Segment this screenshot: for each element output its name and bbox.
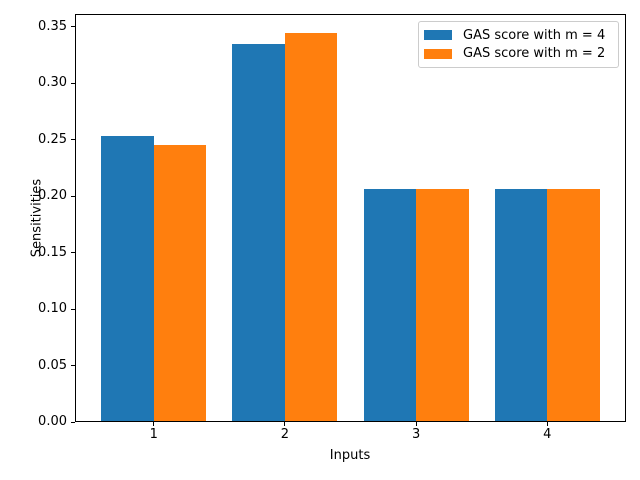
legend-label: GAS score with m = 4 — [463, 27, 606, 43]
y-tick-label: 0.20 — [38, 188, 67, 204]
y-tick-label: 0.15 — [38, 244, 67, 260]
x-tick-mark — [284, 422, 286, 426]
x-tick-label: 3 — [411, 427, 421, 442]
legend-item: GAS score with m = 2 — [424, 46, 610, 61]
x-tick-mark — [153, 422, 155, 426]
legend-swatch — [424, 30, 452, 41]
y-tick-mark — [71, 195, 75, 197]
y-tick-label: 0.05 — [38, 357, 67, 373]
y-tick-mark — [71, 139, 75, 141]
bar-series2-input4 — [547, 189, 600, 421]
y-tick-mark — [71, 26, 75, 28]
y-tick-label: 0.10 — [38, 301, 67, 317]
bar-series2-input2 — [284, 33, 338, 421]
x-tick-label: 4 — [543, 427, 552, 442]
bar-series1-input4 — [494, 189, 548, 421]
bar-series1-input3 — [363, 189, 417, 421]
x-tick-label: 1 — [149, 427, 158, 442]
bar-series2-input1 — [153, 145, 207, 421]
legend: GAS score with m = 4 GAS score with m = 2 — [418, 21, 619, 68]
legend-label: GAS score with m = 2 — [463, 46, 606, 62]
legend-item: GAS score with m = 4 — [424, 28, 610, 43]
x-tick-mark — [415, 422, 417, 426]
x-tick-label: 2 — [280, 427, 290, 442]
y-tick-mark — [71, 421, 75, 423]
y-tick-mark — [71, 82, 75, 84]
y-tick-label: 0.25 — [38, 131, 67, 147]
x-tick-mark — [546, 422, 548, 426]
y-tick-label: 0.30 — [38, 75, 67, 91]
y-tick-mark — [71, 252, 75, 254]
bar-series1-input1 — [101, 136, 154, 421]
y-tick-mark — [71, 308, 75, 310]
legend-swatch — [424, 48, 452, 59]
y-tick-mark — [71, 365, 75, 367]
x-axis-label: Inputs — [329, 448, 371, 463]
y-tick-label: 0.35 — [38, 18, 67, 34]
bar-series1-input2 — [232, 43, 285, 421]
y-tick-label: 0.00 — [38, 414, 67, 429]
bar-series2-input3 — [416, 189, 469, 421]
